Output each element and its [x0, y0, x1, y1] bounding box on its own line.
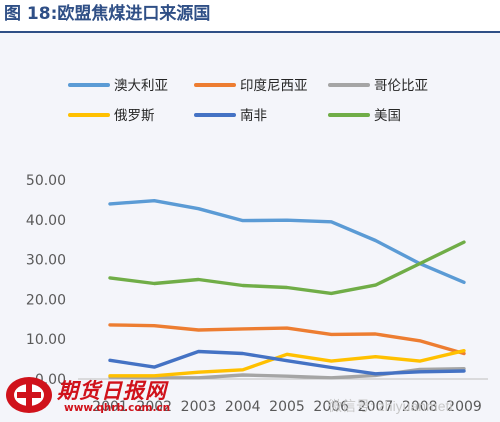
- wechat-watermark: 微信号: zhiyuanmeti: [328, 398, 453, 414]
- x-axis: 2001 2002 2003 2004 2005 2006 2007 2008 2009: [78, 378, 488, 415]
- legend-item: 俄罗斯: [68, 108, 155, 124]
- qhrb-logo-icon: [6, 377, 52, 413]
- legend-item: 澳大利亚: [68, 78, 168, 94]
- x-tick-label: 2002: [136, 399, 172, 415]
- legend-label: 俄罗斯: [114, 108, 155, 124]
- logo-name: 期货日报网: [57, 379, 167, 403]
- series-line: [108, 240, 466, 296]
- y-tick-label: 10.00: [26, 332, 66, 348]
- x-tick-label: 2003: [181, 399, 217, 415]
- x-tick-label: 2008: [402, 399, 438, 415]
- qhrb-logo: 期货日报网 www.qhrb.com.cn: [4, 373, 194, 419]
- x-tick-label: 2005: [269, 399, 305, 415]
- x-tick-label: 2009: [446, 399, 482, 415]
- y-tick-label: 30.00: [26, 253, 66, 269]
- series-line: [108, 349, 466, 378]
- y-tick-label: 20.00: [26, 292, 66, 308]
- y-tick-label: 50.00: [26, 173, 66, 189]
- series-line: [108, 199, 466, 284]
- legend-label: 美国: [374, 108, 401, 124]
- title-divider: [0, 31, 500, 33]
- x-tick-label: 2007: [358, 399, 394, 415]
- x-tick-label: 2006: [313, 399, 349, 415]
- series-line: [108, 323, 466, 356]
- y-tick-label: 40.00: [26, 213, 66, 229]
- chart-panel: 澳大利亚 印度尼西亚 哥伦比亚 俄罗斯 南非 美国 0.00 10.00 20.00 30.00…: [0, 33, 500, 422]
- logo-url: www.qhrb.com.cn: [64, 402, 171, 414]
- x-tick-label: 2001: [92, 399, 128, 415]
- legend-label: 哥伦比亚: [374, 78, 428, 94]
- figure-title: 图 18:欧盟焦煤进口来源国: [4, 4, 211, 24]
- legend-label: 澳大利亚: [114, 78, 168, 94]
- legend-item: 印度尼西亚: [194, 78, 308, 94]
- legend-item: 美国: [328, 108, 401, 124]
- plot-lines: [108, 199, 466, 380]
- x-tick-label: 2004: [225, 399, 261, 415]
- legend-item: 哥伦比亚: [328, 78, 428, 94]
- series-line: [108, 349, 466, 376]
- legend-label: 南非: [240, 108, 267, 124]
- legend-label: 印度尼西亚: [240, 78, 308, 94]
- legend-item: 南非: [194, 108, 267, 124]
